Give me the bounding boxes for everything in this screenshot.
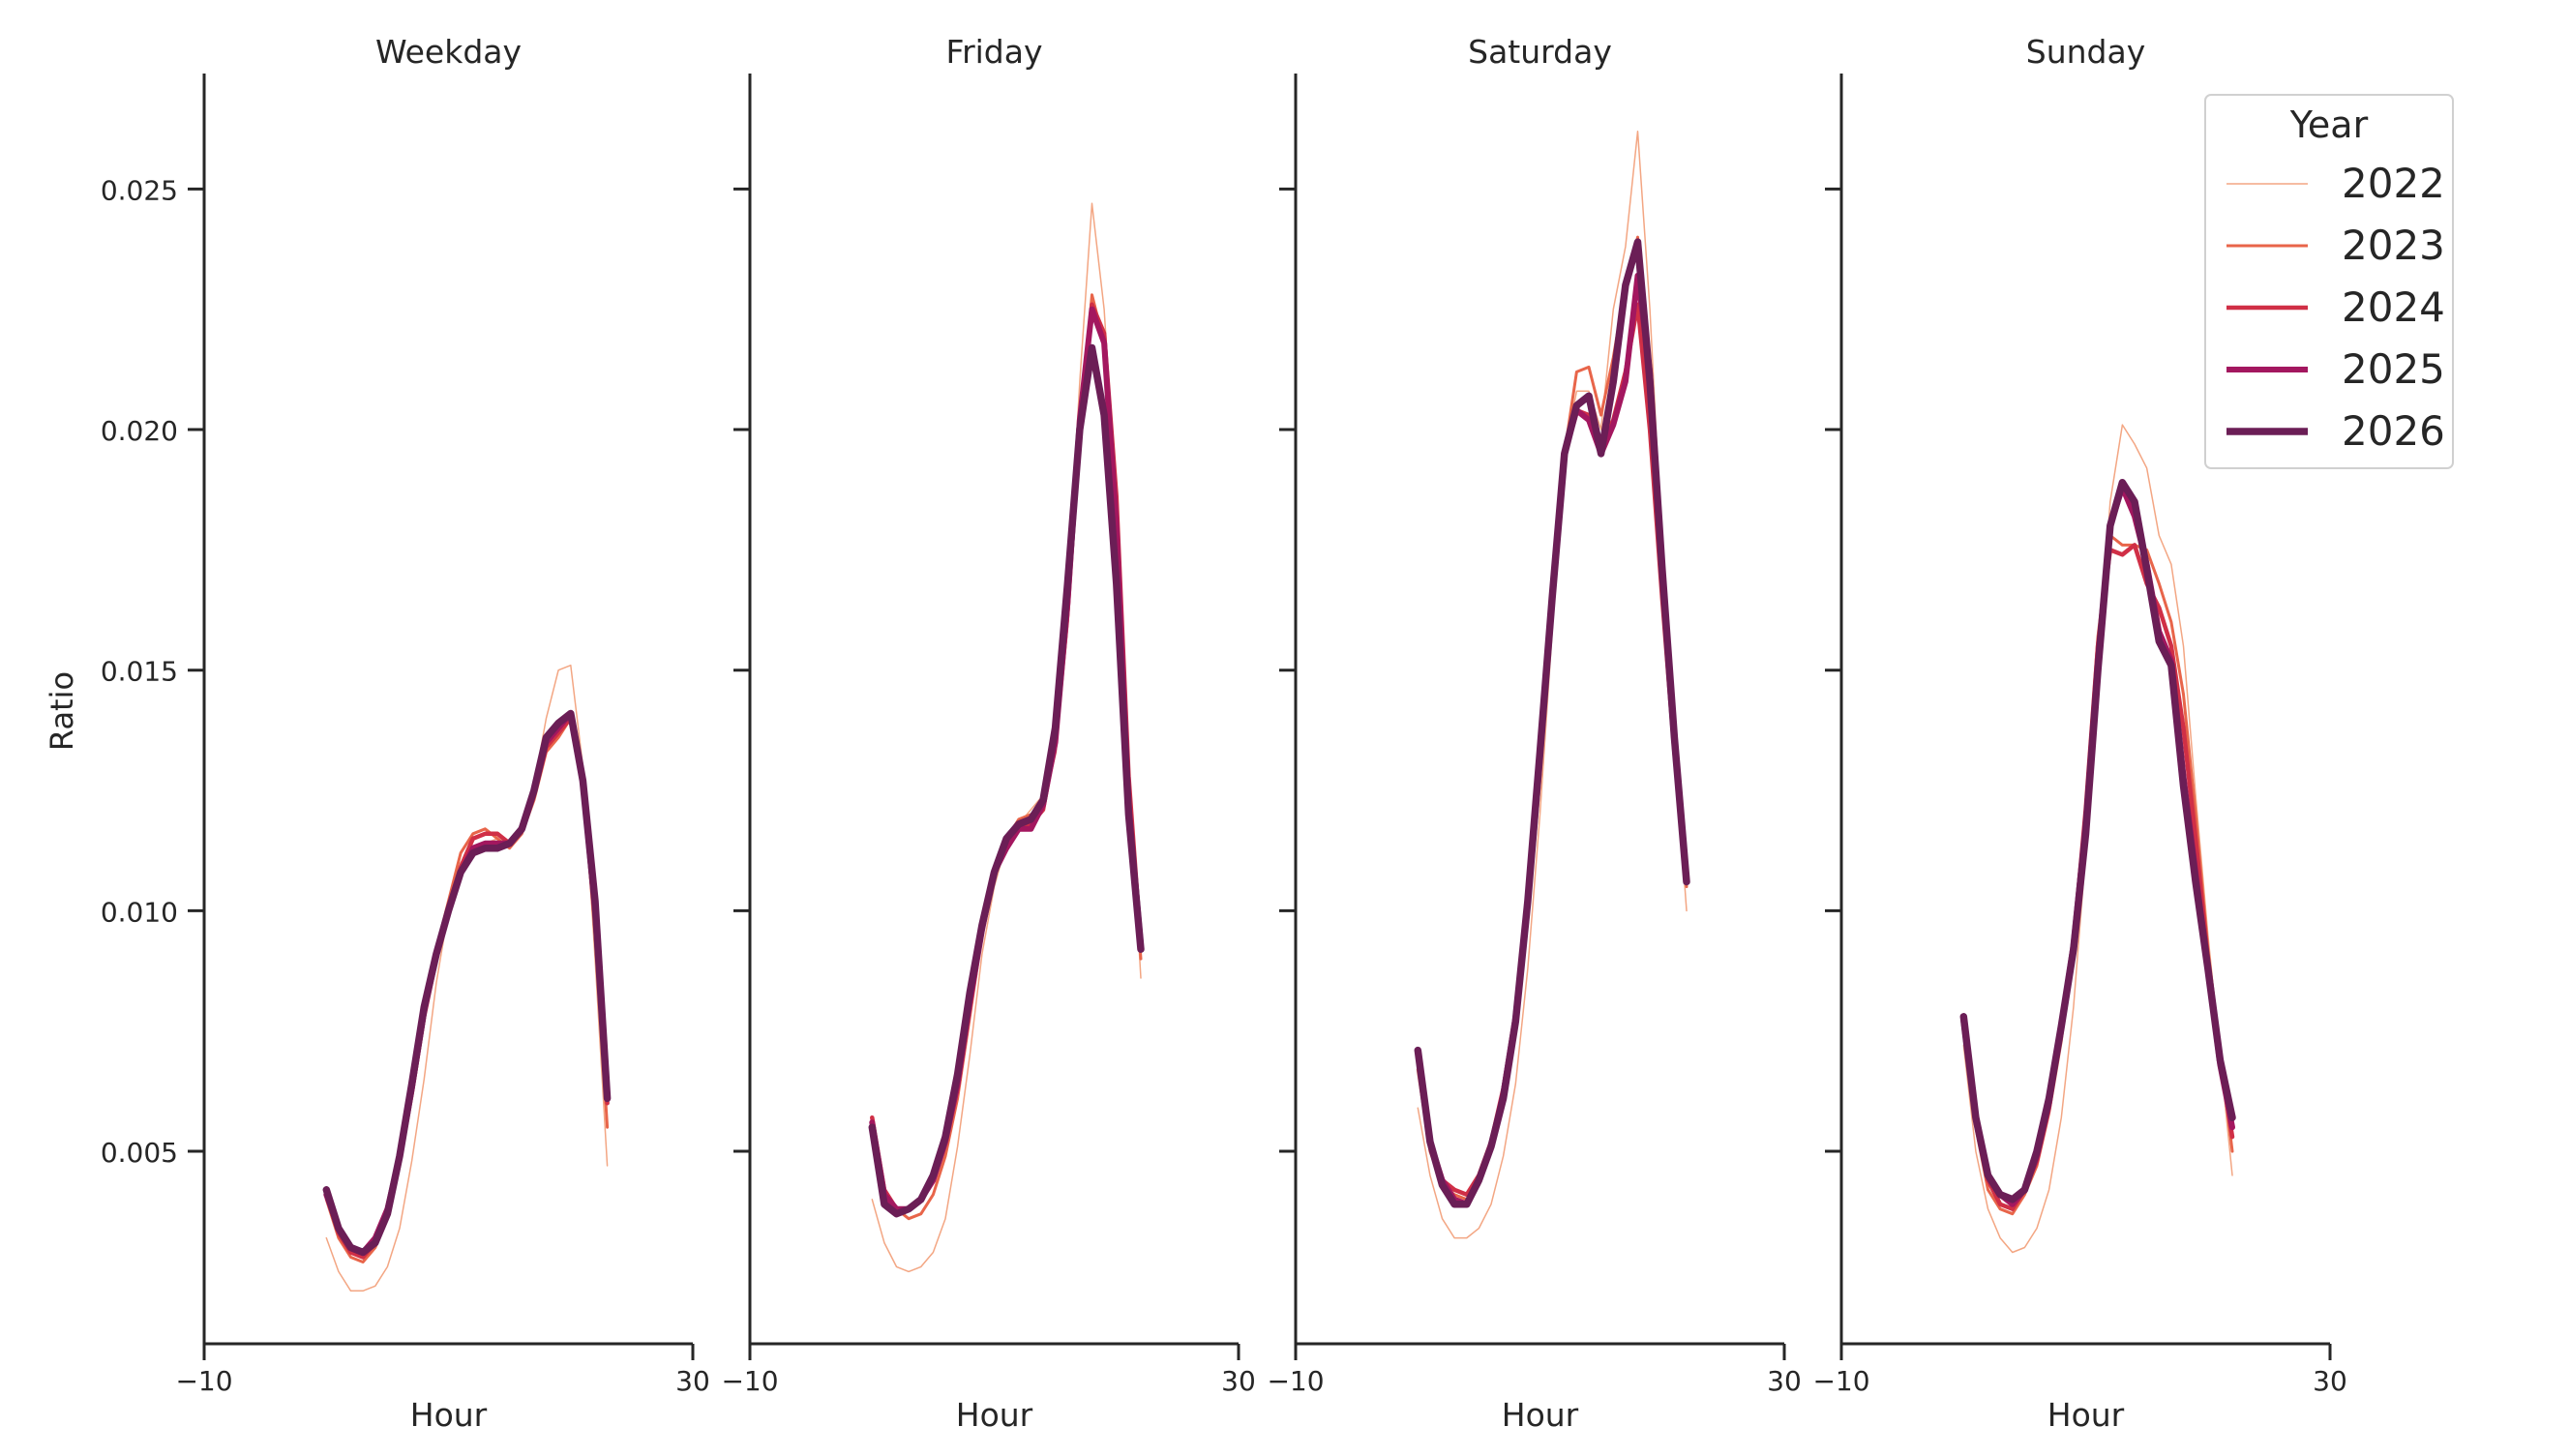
legend: Year 2022 2023 2024 2025 2026 (2204, 94, 2454, 469)
legend-label: 2023 (2342, 222, 2445, 269)
legend-entry-2022: 2022 (2226, 160, 2445, 207)
y-tick-label: 0.010 (101, 896, 178, 928)
legend-entry-2026: 2026 (2226, 407, 2445, 455)
legend-entry-2024: 2024 (2226, 283, 2445, 331)
legend-entries: 2022 2023 2024 2025 2026 (2226, 160, 2445, 455)
panel-sunday: Sunday −10 30 Hour (1812, 33, 2346, 1434)
y-tick-label: 0.015 (101, 656, 178, 688)
y-tick-label: 0.020 (101, 415, 178, 447)
panel-title: Weekday (375, 33, 522, 71)
x-tick-label: −10 (1267, 1365, 1324, 1397)
panel-title: Friday (945, 33, 1042, 71)
panel-title: Saturday (1468, 33, 1612, 71)
x-tick-label: 30 (675, 1365, 710, 1397)
x-tick-label: 30 (1767, 1365, 1802, 1397)
legend-label: 2022 (2342, 160, 2445, 207)
series-line-2026 (1414, 238, 1690, 1208)
x-tick-label: 30 (1221, 1365, 1256, 1397)
legend-label: 2024 (2342, 283, 2445, 331)
legend-label: 2026 (2342, 407, 2445, 455)
series-line-2023 (324, 716, 610, 1263)
series-line-2026 (322, 709, 612, 1257)
legend-title: Year (2289, 104, 2369, 146)
y-axis-label: Ratio (44, 671, 80, 751)
y-tick-label: 0.025 (101, 174, 178, 206)
x-tick-label: −10 (175, 1365, 232, 1397)
legend-entry-2023: 2023 (2226, 222, 2445, 269)
x-axis-label: Hour (956, 1396, 1033, 1434)
x-axis-label: Hour (410, 1396, 488, 1434)
panel-friday: Friday −10 30 Hour (721, 33, 1255, 1434)
y-tick-label: 0.005 (101, 1137, 178, 1169)
panel-title: Sunday (2026, 33, 2145, 71)
x-axis-label: Hour (2047, 1396, 2125, 1434)
panel-weekday: Weekday 0.005 0.010 0.015 0.020 0.025 −10 30 Hou… (101, 33, 710, 1434)
legend-label: 2025 (2342, 345, 2445, 393)
legend-frame (2204, 94, 2454, 469)
x-tick-label: −10 (721, 1365, 778, 1397)
facet-panels: Weekday 0.005 0.010 0.015 0.020 0.025 −10 30 Hou… (101, 33, 2347, 1434)
panel-saturday: Saturday −10 30 Hour (1267, 33, 1801, 1434)
series-line-2026 (868, 343, 1145, 1218)
legend-entry-2025: 2025 (2226, 345, 2445, 393)
x-tick-label: −10 (1812, 1365, 1869, 1397)
x-tick-label: 30 (2313, 1365, 2347, 1397)
series-line-2026 (1959, 478, 2236, 1203)
x-axis-label: Hour (1502, 1396, 1579, 1434)
